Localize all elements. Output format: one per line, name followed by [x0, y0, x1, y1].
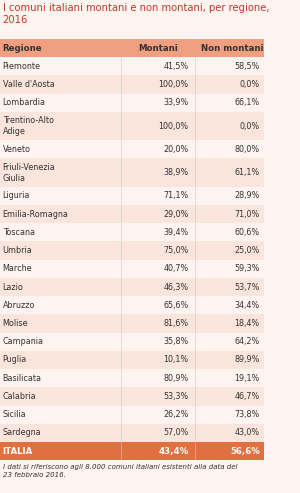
Text: 59,3%: 59,3%	[234, 264, 260, 273]
Text: Liguria: Liguria	[3, 191, 30, 200]
Bar	[0, 315, 264, 333]
Bar	[0, 442, 264, 460]
Text: Lombardia: Lombardia	[3, 98, 46, 107]
Text: Sardegna: Sardegna	[3, 428, 41, 437]
Text: Veneto: Veneto	[3, 145, 31, 154]
Text: I comuni italiani montani e non montani, per regione,
2016: I comuni italiani montani e non montani,…	[3, 3, 269, 25]
Text: 100,0%: 100,0%	[158, 80, 188, 89]
Text: 57,0%: 57,0%	[163, 428, 188, 437]
Text: 25,0%: 25,0%	[234, 246, 260, 255]
Text: 33,9%: 33,9%	[163, 98, 188, 107]
Text: Campania: Campania	[3, 337, 44, 346]
Text: 80,9%: 80,9%	[163, 374, 188, 383]
Text: 18,4%: 18,4%	[235, 319, 260, 328]
Text: 10,1%: 10,1%	[164, 355, 188, 364]
Text: 19,1%: 19,1%	[235, 374, 260, 383]
Bar	[0, 39, 264, 57]
Text: 60,6%: 60,6%	[235, 228, 260, 237]
Text: 0,0%: 0,0%	[240, 80, 260, 89]
Text: 71,1%: 71,1%	[163, 191, 188, 200]
Text: 39,4%: 39,4%	[163, 228, 188, 237]
Text: Sicilia: Sicilia	[3, 410, 26, 419]
Bar	[0, 112, 264, 140]
Bar	[0, 387, 264, 406]
Text: 73,8%: 73,8%	[235, 410, 260, 419]
Bar	[0, 278, 264, 296]
Bar	[0, 205, 264, 223]
Text: I dati si riferiscono agli 8.000 comuni italiani esistenti alla data del
23 febb: I dati si riferiscono agli 8.000 comuni …	[3, 464, 237, 478]
Text: ITALIA: ITALIA	[3, 447, 33, 456]
Text: Umbria: Umbria	[3, 246, 32, 255]
Bar	[0, 424, 264, 442]
Text: 71,0%: 71,0%	[235, 210, 260, 218]
Text: 41,5%: 41,5%	[163, 62, 188, 71]
Text: 40,7%: 40,7%	[163, 264, 188, 273]
Text: Calabria: Calabria	[3, 392, 36, 401]
Text: Regione: Regione	[3, 43, 42, 53]
Text: Montani: Montani	[138, 43, 178, 53]
Text: Puglia: Puglia	[3, 355, 27, 364]
Text: 66,1%: 66,1%	[235, 98, 260, 107]
Text: 61,1%: 61,1%	[235, 168, 260, 177]
Text: Basilicata: Basilicata	[3, 374, 42, 383]
Text: 46,7%: 46,7%	[235, 392, 260, 401]
Text: 29,0%: 29,0%	[163, 210, 188, 218]
Text: Toscana: Toscana	[3, 228, 35, 237]
Text: 64,2%: 64,2%	[235, 337, 260, 346]
Text: 80,0%: 80,0%	[235, 145, 260, 154]
Text: Lazio: Lazio	[3, 282, 23, 291]
Text: 0,0%: 0,0%	[240, 122, 260, 131]
Text: 65,6%: 65,6%	[163, 301, 188, 310]
Text: Non montani: Non montani	[201, 43, 263, 53]
Text: Piemonte: Piemonte	[3, 62, 40, 71]
Text: 56,6%: 56,6%	[230, 447, 260, 456]
Bar	[0, 158, 264, 187]
Text: 58,5%: 58,5%	[234, 62, 260, 71]
Text: 81,6%: 81,6%	[164, 319, 188, 328]
Text: 89,9%: 89,9%	[234, 355, 260, 364]
Text: Abruzzo: Abruzzo	[3, 301, 35, 310]
Text: 38,9%: 38,9%	[163, 168, 188, 177]
Text: 75,0%: 75,0%	[163, 246, 188, 255]
Text: 43,0%: 43,0%	[235, 428, 260, 437]
Text: Valle d'Aosta: Valle d'Aosta	[3, 80, 54, 89]
Text: Emilia-Romagna: Emilia-Romagna	[3, 210, 68, 218]
Text: 20,0%: 20,0%	[163, 145, 188, 154]
Text: 46,3%: 46,3%	[164, 282, 188, 291]
Text: 26,2%: 26,2%	[163, 410, 188, 419]
Text: Trentino-Alto
Adige: Trentino-Alto Adige	[3, 116, 54, 136]
Bar	[0, 351, 264, 369]
Text: Friuli-Venezia
Giulia: Friuli-Venezia Giulia	[3, 163, 56, 182]
Text: 53,7%: 53,7%	[234, 282, 260, 291]
Text: 28,9%: 28,9%	[234, 191, 260, 200]
Text: 100,0%: 100,0%	[158, 122, 188, 131]
Bar	[0, 242, 264, 260]
Text: 43,4%: 43,4%	[158, 447, 188, 456]
Text: 34,4%: 34,4%	[235, 301, 260, 310]
Text: Molise: Molise	[3, 319, 28, 328]
Bar	[0, 75, 264, 94]
Text: Marche: Marche	[3, 264, 32, 273]
Text: 53,3%: 53,3%	[163, 392, 188, 401]
Text: 35,8%: 35,8%	[163, 337, 188, 346]
